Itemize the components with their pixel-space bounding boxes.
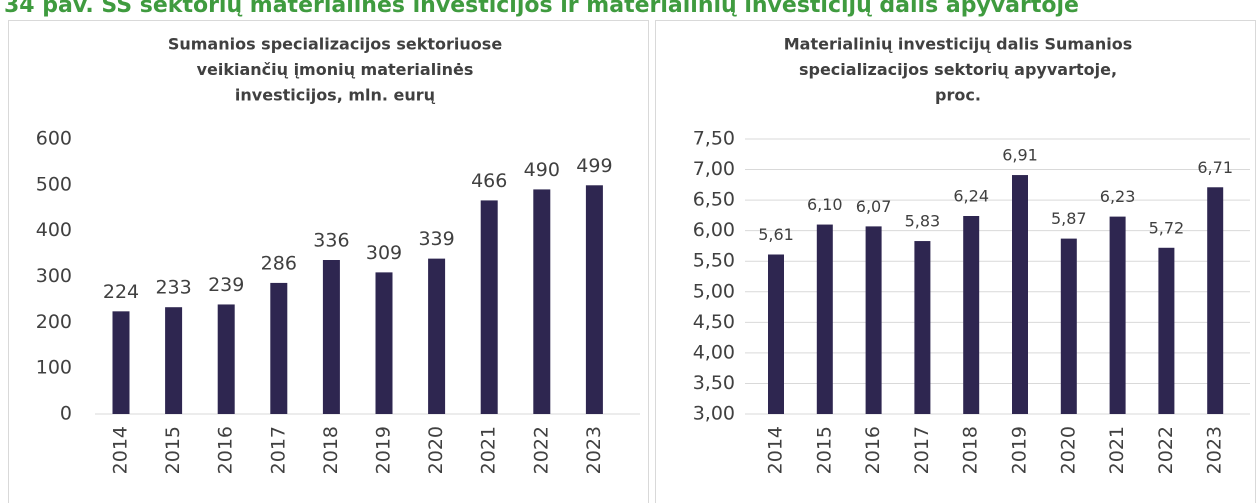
bar (112, 311, 130, 414)
y-tick-label: 600 (36, 128, 72, 150)
x-tick-label: 2018 (320, 426, 342, 474)
y-tick-label: 100 (36, 357, 72, 379)
data-label: 6,23 (1100, 187, 1136, 206)
bar (768, 254, 784, 414)
panel (8, 20, 649, 503)
x-tick-label: 2017 (911, 426, 933, 474)
chart-title: veikiančių įmonių materialinės (197, 60, 474, 79)
data-label: 5,87 (1051, 209, 1087, 228)
bar (865, 226, 882, 414)
x-tick-label: 2015 (813, 426, 835, 474)
x-tick-label: 2016 (215, 426, 237, 474)
y-tick-label: 500 (36, 173, 72, 195)
x-tick-label: 2014 (110, 426, 132, 474)
x-tick-label: 2019 (373, 426, 395, 474)
data-label: 5,72 (1149, 218, 1185, 237)
y-tick-label: 0 (60, 403, 72, 425)
x-tick-label: 2019 (1009, 426, 1031, 474)
y-tick-label: 400 (36, 219, 72, 241)
bar (585, 185, 603, 414)
y-tick-label: 4,00 (693, 341, 735, 363)
chart-title: proc. (935, 86, 981, 105)
data-label: 309 (366, 242, 402, 264)
bar (1158, 247, 1175, 414)
data-label: 466 (471, 170, 507, 192)
x-tick-label: 2017 (267, 426, 289, 474)
y-tick-label: 7,00 (693, 158, 735, 180)
bar (428, 258, 446, 414)
bar (816, 224, 833, 414)
data-label: 286 (261, 252, 297, 274)
data-label: 339 (418, 228, 454, 250)
data-label: 239 (208, 274, 244, 296)
bar (1109, 216, 1126, 414)
y-tick-label: 3,00 (693, 403, 735, 425)
data-label: 499 (576, 155, 612, 177)
data-label: 224 (103, 281, 139, 303)
x-tick-label: 2018 (960, 426, 982, 474)
y-tick-label: 6,00 (693, 219, 735, 241)
bar (165, 307, 183, 414)
y-tick-label: 3,50 (693, 372, 735, 394)
bar (963, 216, 980, 414)
bar (270, 282, 288, 414)
bar (375, 272, 393, 414)
bar (914, 241, 931, 414)
bar (322, 260, 340, 414)
x-tick-label: 2020 (425, 426, 447, 474)
data-label: 6,10 (807, 195, 843, 214)
y-tick-label: 4,50 (693, 311, 735, 333)
data-label: 233 (155, 277, 191, 299)
bar (217, 304, 235, 414)
data-label: 490 (524, 159, 560, 181)
data-label: 6,24 (953, 187, 989, 206)
data-label: 6,07 (856, 197, 892, 216)
x-tick-label: 2023 (1204, 426, 1226, 474)
bar (533, 189, 551, 414)
data-label: 5,61 (758, 225, 794, 244)
bar (1207, 187, 1224, 414)
y-tick-label: 300 (36, 265, 72, 287)
x-tick-label: 2015 (162, 426, 184, 474)
y-tick-label: 5,00 (693, 280, 735, 302)
figure-title: 34 pav. SS sektorių materialinės investi… (4, 0, 1079, 18)
data-label: 336 (313, 230, 349, 252)
bar (480, 200, 498, 414)
y-tick-label: 6,50 (693, 189, 735, 211)
chart-title: specializacijos sektorių apyvartoje, (799, 60, 1117, 79)
chart-title: Sumanios specializacijos sektoriuose (168, 35, 502, 54)
x-tick-label: 2016 (862, 426, 884, 474)
bar (1012, 175, 1028, 414)
y-tick-label: 7,50 (693, 128, 735, 150)
bar (1060, 238, 1077, 414)
x-tick-label: 2014 (765, 426, 787, 474)
x-tick-label: 2020 (1057, 426, 1079, 474)
chart-title: Materialinių investicijų dalis Sumanios (784, 35, 1133, 54)
y-tick-label: 5,50 (693, 250, 735, 272)
data-label: 6,91 (1002, 146, 1038, 165)
x-tick-label: 2021 (478, 426, 500, 474)
x-tick-label: 2023 (583, 426, 605, 474)
x-tick-label: 2021 (1106, 426, 1128, 474)
data-label: 6,71 (1197, 158, 1233, 177)
x-tick-label: 2022 (1155, 426, 1177, 474)
x-tick-label: 2022 (530, 426, 552, 474)
data-label: 5,83 (905, 212, 941, 231)
y-tick-label: 200 (36, 311, 72, 333)
chart-title: investicijos, mln. eurų (235, 86, 436, 105)
